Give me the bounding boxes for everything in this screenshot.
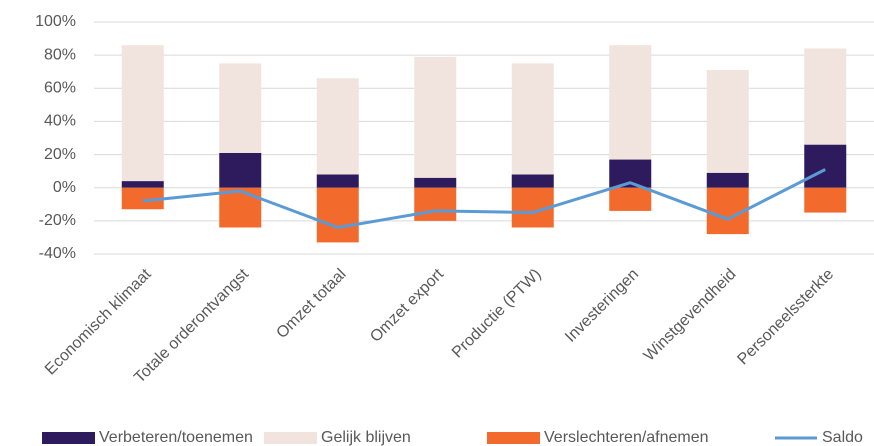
y-tick-label: 60% — [44, 80, 76, 97]
line-series — [142, 168, 826, 229]
bar — [121, 181, 164, 188]
bar — [609, 187, 652, 211]
x-tick-label: Investeringen — [562, 266, 642, 346]
x-tick-label: Winstgevendheid — [641, 266, 740, 365]
y-tick-label: -40% — [39, 245, 76, 262]
x-tick-label: Productie (PTW) — [449, 266, 545, 362]
y-tick-label: -20% — [39, 212, 76, 229]
bar — [511, 63, 554, 175]
bar — [121, 187, 164, 210]
bar — [511, 174, 554, 188]
legend-swatch — [487, 432, 540, 444]
bar — [706, 70, 749, 173]
y-tick-label: 20% — [44, 146, 76, 163]
bar — [121, 45, 164, 182]
bar — [316, 78, 359, 175]
x-tick-label: Economisch klimaat — [42, 265, 155, 378]
bar — [219, 152, 262, 188]
x-tick-label: Omzet totaal — [273, 266, 349, 342]
x-tick-label: Totale orderontvangst — [131, 265, 252, 386]
legend-label: Verslechteren/afnemen — [544, 429, 709, 446]
bar — [414, 177, 457, 188]
bar — [414, 187, 457, 221]
bar — [316, 187, 359, 243]
bar — [609, 45, 652, 160]
legend-label: Gelijk blijven — [321, 429, 411, 446]
bar — [316, 174, 359, 188]
bar — [219, 63, 262, 153]
bar — [804, 187, 847, 213]
y-tick-label: 40% — [44, 113, 76, 130]
bar — [414, 56, 457, 178]
legend-swatch — [264, 432, 317, 444]
bar — [219, 187, 262, 228]
legend-label: Saldo — [822, 429, 863, 446]
y-tick-label: 100% — [35, 13, 76, 30]
y-tick-label: 0% — [53, 179, 76, 196]
bar — [804, 144, 847, 188]
bar — [706, 172, 749, 188]
x-tick-label: Personeelssterkte — [734, 266, 837, 369]
legend-label: Verbeteren/toenemen — [99, 429, 253, 446]
y-tick-label: 80% — [44, 46, 76, 63]
legend-swatch — [42, 432, 95, 444]
x-tick-label: Omzet export — [367, 265, 447, 345]
bar — [804, 48, 847, 145]
